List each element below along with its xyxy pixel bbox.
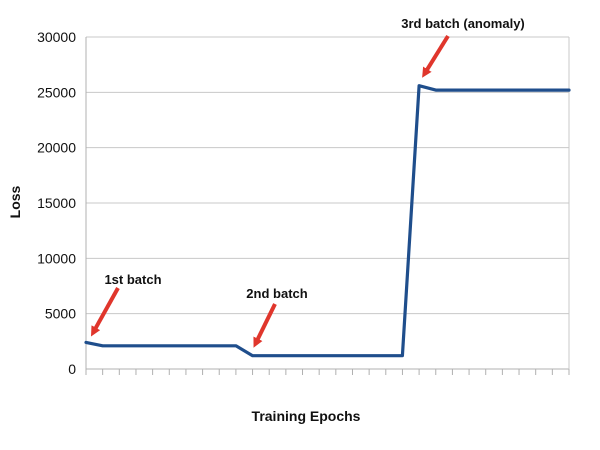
- y-tick-label-0: 0: [68, 361, 76, 377]
- x-axis-title: Training Epochs: [252, 408, 361, 424]
- gridlines: [86, 36, 569, 370]
- y-axis-title: Loss: [7, 185, 23, 218]
- y-tick-label-15000: 15000: [37, 195, 76, 211]
- y-tick-label-20000: 20000: [37, 140, 76, 156]
- annotation-arrow-2: [253, 303, 277, 348]
- y-tick-label-25000: 25000: [37, 84, 76, 100]
- annotations: 1st batch 2nd batch 3rd batch (anomaly): [90, 16, 525, 348]
- y-tick-label-30000: 30000: [37, 29, 76, 45]
- y-tick-label-5000: 5000: [45, 306, 76, 322]
- y-tick-label-10000: 10000: [37, 250, 76, 266]
- annotation-arrow-1: [90, 287, 120, 337]
- series-layer: [84, 84, 571, 358]
- axes: 0 5000 10000 15000 20000 25000 30000: [37, 29, 570, 377]
- series-line-0: [84, 84, 571, 358]
- annotation-label-2: 2nd batch: [246, 286, 307, 301]
- annotation-label-3: 3rd batch (anomaly): [401, 16, 525, 31]
- annotation-label-1: 1st batch: [104, 272, 161, 287]
- annotation-arrow-3: [422, 34, 450, 78]
